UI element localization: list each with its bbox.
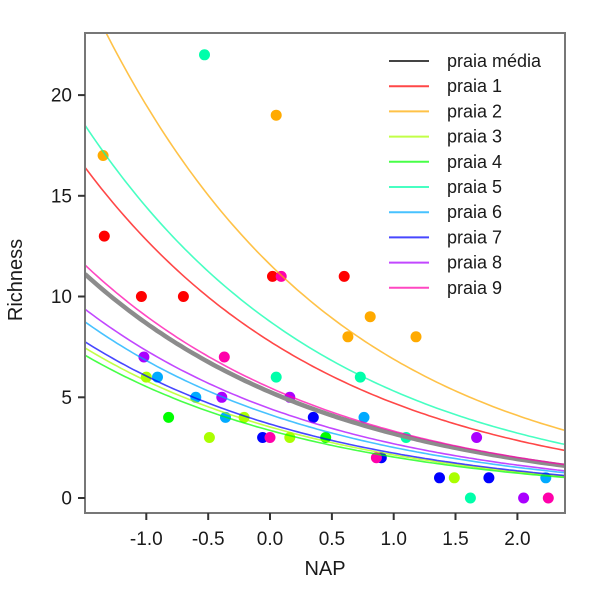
data-point-praia-8 [138, 351, 150, 363]
x-tick-label: 0.5 [319, 529, 345, 550]
legend-label-praia-m-dia: praia média [447, 51, 542, 71]
fit-curve-praia-5 [85, 124, 565, 446]
data-point-praia-5 [199, 49, 210, 61]
data-point-praia-4 [163, 411, 175, 423]
data-point-praia-6 [358, 411, 370, 423]
x-axis-title: NAP [304, 558, 345, 580]
data-point-praia-1 [267, 270, 278, 282]
y-tick-label: 5 [61, 388, 72, 409]
x-tick-label: -0.5 [192, 529, 225, 550]
data-point-praia-2 [364, 311, 376, 323]
data-point-praia-3 [203, 432, 215, 443]
data-point-praia-1 [135, 291, 147, 302]
data-point-praia-2 [270, 109, 282, 121]
fit-curve-praia-8 [85, 308, 565, 472]
fit-curve-praia-7 [85, 341, 565, 477]
y-tick-label: 10 [51, 287, 72, 308]
fit-curve-praia-4 [85, 354, 565, 479]
y-axis-title: Richness [5, 239, 27, 321]
curves-layer [85, 33, 565, 479]
plot-border [84, 32, 566, 514]
data-point-praia-2 [410, 331, 422, 343]
legend: praia média praia 1 praia 2 praia 3 praia 4 p… [389, 51, 542, 298]
fit-curve-praia-6 [85, 321, 565, 474]
y-tick-label: 0 [61, 489, 72, 510]
data-point-praia-8 [471, 432, 483, 443]
data-point-praia-7 [434, 472, 445, 484]
x-tick-label: 1.0 [380, 529, 406, 550]
y-axis: 0 5 10 15 20 [51, 86, 85, 510]
legend-label-praia-8: praia 8 [447, 253, 502, 273]
fit-curve-praia-9 [85, 264, 565, 466]
fit-curve-praia-1 [85, 166, 565, 452]
data-point-praia-1 [338, 270, 350, 282]
x-tick-label: 0.0 [257, 529, 283, 550]
x-axis: -1.0 -0.5 0.0 0.5 1.0 1.5 2.0 [130, 513, 531, 550]
data-point-praia-8 [518, 492, 530, 504]
y-tick-label: 20 [51, 86, 72, 107]
data-point-praia-2 [342, 331, 354, 343]
data-point-praia-1 [98, 230, 110, 242]
data-point-praia-5 [270, 371, 282, 383]
data-point-praia-5 [464, 492, 476, 504]
legend-label-praia-5: praia 5 [447, 177, 502, 197]
x-tick-label: -1.0 [130, 529, 163, 550]
data-point-praia-9 [264, 432, 276, 443]
data-point-praia-3 [448, 472, 460, 484]
legend-label-praia-4: praia 4 [447, 152, 502, 172]
legend-label-praia-6: praia 6 [447, 202, 502, 222]
fit-curve-praia-m-dia [85, 272, 565, 469]
x-tick-label: 1.5 [442, 529, 468, 550]
data-point-praia-9 [218, 351, 230, 363]
data-point-praia-7 [307, 411, 319, 423]
y-tick-label: 15 [51, 186, 72, 207]
fit-curve-praia-2 [105, 33, 565, 432]
legend-label-praia-1: praia 1 [447, 76, 502, 96]
data-point-praia-2 [97, 150, 109, 161]
legend-label-praia-9: praia 9 [447, 278, 502, 298]
legend-label-praia-2: praia 2 [447, 101, 502, 121]
data-point-praia-9 [542, 492, 554, 504]
legend-label-praia-7: praia 7 [447, 227, 502, 247]
data-point-praia-7 [483, 472, 495, 484]
legend-label-praia-3: praia 3 [447, 127, 502, 147]
x-tick-label: 2.0 [504, 529, 530, 550]
data-point-praia-1 [177, 291, 189, 302]
fit-curve-praia-3 [85, 347, 565, 478]
